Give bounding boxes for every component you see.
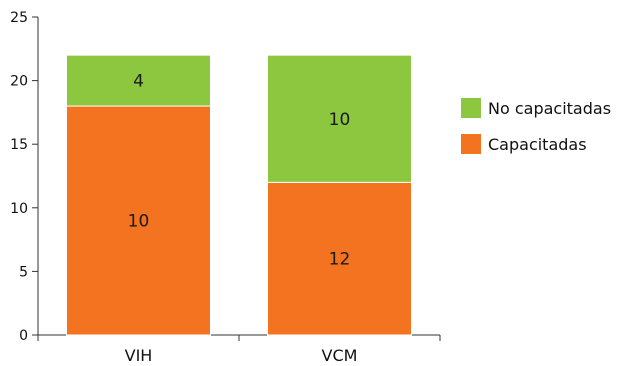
legend: No capacitadas Capacitadas xyxy=(461,98,611,154)
y-axis: 0 5 10 15 20 25 xyxy=(10,10,39,344)
y-tick-label: 10 xyxy=(10,201,28,217)
bar-no-capacitadas xyxy=(267,54,412,183)
bar-value-label: 10 xyxy=(128,212,150,232)
y-tick-label: 20 xyxy=(10,74,28,90)
bar-value-label: 12 xyxy=(329,250,351,270)
y-tick-label: 0 xyxy=(19,328,28,344)
legend-label-no-capacitadas: No capacitadas xyxy=(488,99,611,118)
bar-no-capacitadas xyxy=(66,54,211,107)
legend-swatch-capacitadas xyxy=(461,134,481,154)
x-axis: VIH VCM xyxy=(37,334,441,365)
y-tick-label: 5 xyxy=(19,264,28,280)
x-category-label: VIH xyxy=(125,346,153,365)
bar-value-label: 4 xyxy=(133,72,144,92)
legend-swatch-no-capacitadas xyxy=(461,98,481,118)
legend-label-capacitadas: Capacitadas xyxy=(488,135,587,154)
bar-value-label: 10 xyxy=(329,110,351,130)
x-category-label: VCM xyxy=(322,346,358,365)
y-tick-label: 15 xyxy=(10,137,28,153)
bars: 10 4 12 10 xyxy=(66,54,412,336)
bar-capacitadas xyxy=(267,181,412,336)
y-tick-label: 25 xyxy=(10,10,28,26)
bar-capacitadas xyxy=(66,105,211,336)
